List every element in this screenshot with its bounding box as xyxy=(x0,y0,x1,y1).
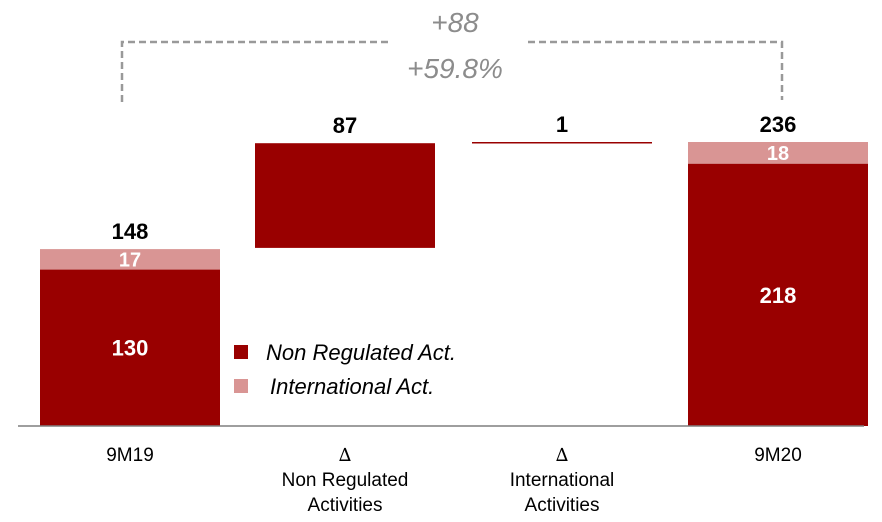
legend-swatch-international xyxy=(234,379,248,393)
bracket-right xyxy=(528,40,784,100)
category-label: Activities xyxy=(308,495,383,516)
bar-total-label: 148 xyxy=(112,219,149,244)
bar-segment xyxy=(40,249,220,270)
legend-label-non-regulated: Non Regulated Act. xyxy=(266,340,456,365)
segment-value-label: 218 xyxy=(760,283,797,308)
delta-bar xyxy=(472,142,652,144)
delta-symbol: ∆ xyxy=(339,445,352,466)
bar-segment xyxy=(688,142,868,164)
segment-value-label: 18 xyxy=(767,143,789,165)
legend-label-international: International Act. xyxy=(270,374,434,399)
category-label: International xyxy=(510,470,615,491)
segment-value-label: 130 xyxy=(112,336,149,361)
delta-symbol: ∆ xyxy=(556,445,569,466)
bar-segment xyxy=(40,269,220,426)
category-labels: 9M19 ∆ Non Regulated Activities ∆ Internation… xyxy=(106,445,802,516)
category-label: Activities xyxy=(525,495,600,516)
bar-total-label: 236 xyxy=(760,112,797,137)
bar-total-label: 1 xyxy=(556,112,568,137)
bar-total-label: 87 xyxy=(333,113,357,138)
bar-segment xyxy=(688,163,868,426)
bars: 130 17 148 87 1 218 18 236 xyxy=(40,112,868,426)
legend: Non Regulated Act. International Act. xyxy=(234,340,456,399)
delta-bar xyxy=(255,143,435,248)
segment-value-label: 17 xyxy=(119,250,141,272)
growth-bracket xyxy=(120,40,784,102)
category-label: Non Regulated xyxy=(282,470,409,491)
category-label: 9M20 xyxy=(754,445,802,466)
growth-absolute-label: +88 xyxy=(431,7,479,38)
growth-percent-label: +59.8% xyxy=(407,53,503,84)
category-label: 9M19 xyxy=(106,445,154,466)
legend-swatch-non-regulated xyxy=(234,345,248,359)
bracket-left xyxy=(120,40,390,102)
